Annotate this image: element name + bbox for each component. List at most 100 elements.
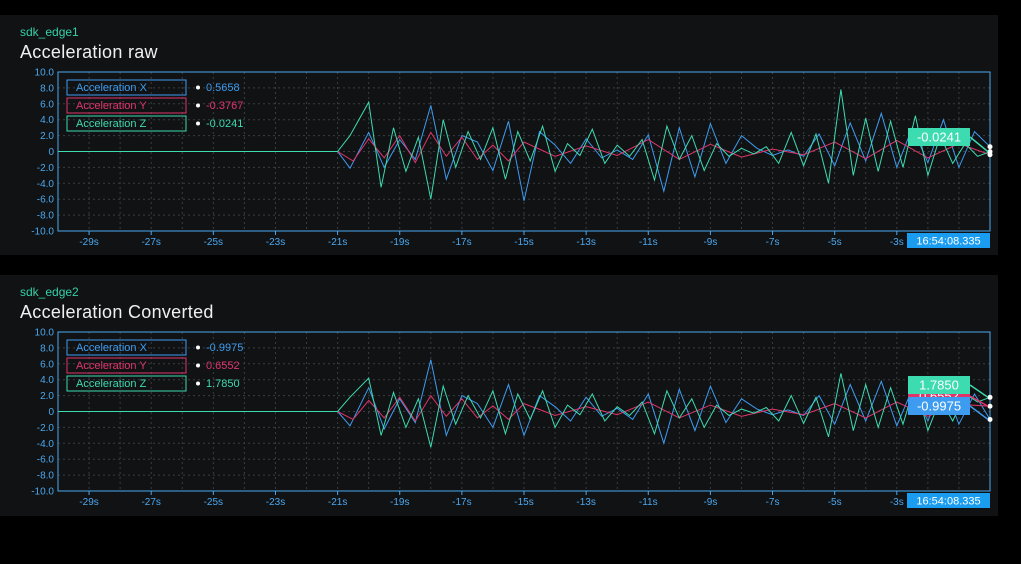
x-tick-label: -7s	[766, 497, 780, 508]
y-tick-label: 2.0	[40, 391, 54, 402]
value-tag-text: -0.9975	[917, 399, 961, 414]
x-tick-label: -5s	[828, 237, 842, 248]
y-tick-label: -8.0	[37, 211, 55, 222]
legend-value: 1.7850	[206, 378, 240, 390]
x-tick-label: -17s	[452, 497, 471, 508]
x-tick-label: -3s	[890, 237, 904, 248]
value-tag	[908, 397, 970, 415]
x-tick-label: -27s	[141, 497, 160, 508]
series-end-dot	[987, 403, 993, 409]
series-end-dot	[987, 394, 993, 400]
x-tick-label: -3s	[890, 497, 904, 508]
x-tick-label: -23s	[266, 497, 285, 508]
legend-box[interactable]	[66, 375, 187, 392]
y-tick-label: -4.0	[37, 179, 55, 190]
legend-box[interactable]	[66, 97, 187, 114]
chart-panel-2: sdk_edge2 Acceleration Converted 10.0 8.0…	[0, 275, 998, 516]
x-tick-label: -11s	[639, 497, 658, 508]
x-tick-label: -23s	[266, 237, 285, 248]
legend-value: 0.6552	[206, 360, 240, 372]
y-tick-label: 10.0	[35, 328, 55, 339]
series-line-y	[58, 394, 991, 422]
y-tick-label: -10.0	[31, 487, 54, 498]
chart-panel-1: sdk_edge1 Acceleration raw 10.0 8.0 6.0 4.0…	[0, 15, 998, 255]
chart-title: Acceleration Converted	[20, 302, 214, 322]
y-tick-label: 2.0	[40, 131, 54, 142]
series-line-x	[58, 359, 991, 446]
y-tick-label: -8.0	[37, 471, 55, 482]
timestamp-box	[907, 233, 990, 248]
legend-value: -0.0241	[206, 118, 243, 130]
timestamp-label: 16:54:08.335	[916, 496, 980, 508]
series-end-dot	[987, 144, 993, 150]
y-tick-label: 4.0	[40, 375, 54, 386]
x-tick-label: -13s	[576, 497, 595, 508]
legend-box[interactable]	[66, 339, 187, 356]
timestamp-box	[907, 493, 990, 508]
y-tick-label: -2.0	[37, 163, 55, 174]
series-line-z	[58, 89, 991, 200]
legend-box[interactable]	[66, 79, 187, 96]
value-tag-leader	[969, 384, 989, 398]
value-tag-text: -0.0241	[917, 130, 961, 145]
value-tag	[908, 128, 970, 146]
value-tag-leader	[969, 136, 989, 153]
x-tick-label: -15s	[514, 237, 533, 248]
x-tick-label: -25s	[204, 497, 223, 508]
x-tick-label: -21s	[328, 237, 347, 248]
x-tick-label: -27s	[141, 237, 160, 248]
y-tick-label: -6.0	[37, 195, 55, 206]
x-tick-label: -29s	[79, 237, 98, 248]
chart-title: Acceleration raw	[20, 42, 158, 62]
legend-label: Acceleration X	[76, 82, 148, 94]
y-tick-label: 4.0	[40, 115, 54, 126]
series-line-z	[58, 373, 991, 448]
chart-svg[interactable]: 10.0 8.0 6.0 4.0 2.0 0 -2.0 -4.0 -6.0 -8.0 -10.0 -2…	[0, 275, 998, 516]
x-tick-label: -29s	[79, 497, 98, 508]
x-tick-label: -9s	[703, 497, 717, 508]
legend-box[interactable]	[66, 357, 187, 374]
value-tag-leader	[969, 395, 989, 407]
value-tag	[908, 376, 970, 394]
device-name: sdk_edge2	[20, 285, 79, 299]
legend-value: -0.9975	[206, 342, 243, 354]
y-tick-label: -6.0	[37, 455, 55, 466]
value-tag-leader	[969, 405, 989, 421]
x-tick-label: -25s	[204, 237, 223, 248]
x-tick-label: -11s	[639, 237, 658, 248]
legend-label: Acceleration X	[76, 342, 148, 354]
series-end-dot	[987, 149, 993, 155]
timestamp-label: 16:54:08.335	[916, 236, 980, 248]
series-end-dot	[987, 416, 993, 422]
y-tick-label: 10.0	[35, 68, 55, 79]
value-tag-text: 1.7850	[919, 378, 959, 393]
y-tick-label: -10.0	[31, 227, 54, 238]
x-tick-label: -19s	[390, 237, 409, 248]
y-tick-label: -2.0	[37, 423, 55, 434]
x-tick-label: -17s	[452, 237, 471, 248]
x-tick-label: -13s	[576, 237, 595, 248]
x-tick-label: -5s	[828, 497, 842, 508]
chart-svg[interactable]: 10.0 8.0 6.0 4.0 2.0 0 -2.0 -4.0 -6.0 -8.0 -10.0 -2…	[0, 15, 998, 255]
legend-label: Acceleration Y	[76, 360, 147, 372]
x-tick-label: -19s	[390, 497, 409, 508]
device-name: sdk_edge1	[20, 25, 79, 39]
legend-dot	[196, 363, 200, 368]
legend-box[interactable]	[66, 115, 187, 132]
series-line-x	[58, 105, 991, 201]
legend-label: Acceleration Z	[76, 378, 147, 390]
legend-value: 0.5658	[206, 82, 240, 94]
legend-dot	[196, 85, 200, 90]
legend-dot	[196, 381, 200, 386]
y-tick-label: -4.0	[37, 439, 55, 450]
y-tick-label: 8.0	[40, 343, 54, 354]
x-tick-label: -9s	[703, 237, 717, 248]
legend-label: Acceleration Z	[76, 118, 147, 130]
y-tick-label: 8.0	[40, 83, 54, 94]
y-tick-label: 0	[48, 407, 54, 418]
legend-dot	[196, 121, 200, 126]
legend-label: Acceleration Y	[76, 100, 147, 112]
x-tick-label: -15s	[514, 497, 533, 508]
legend-dot	[196, 103, 200, 108]
legend-value: -0.3767	[206, 100, 243, 112]
